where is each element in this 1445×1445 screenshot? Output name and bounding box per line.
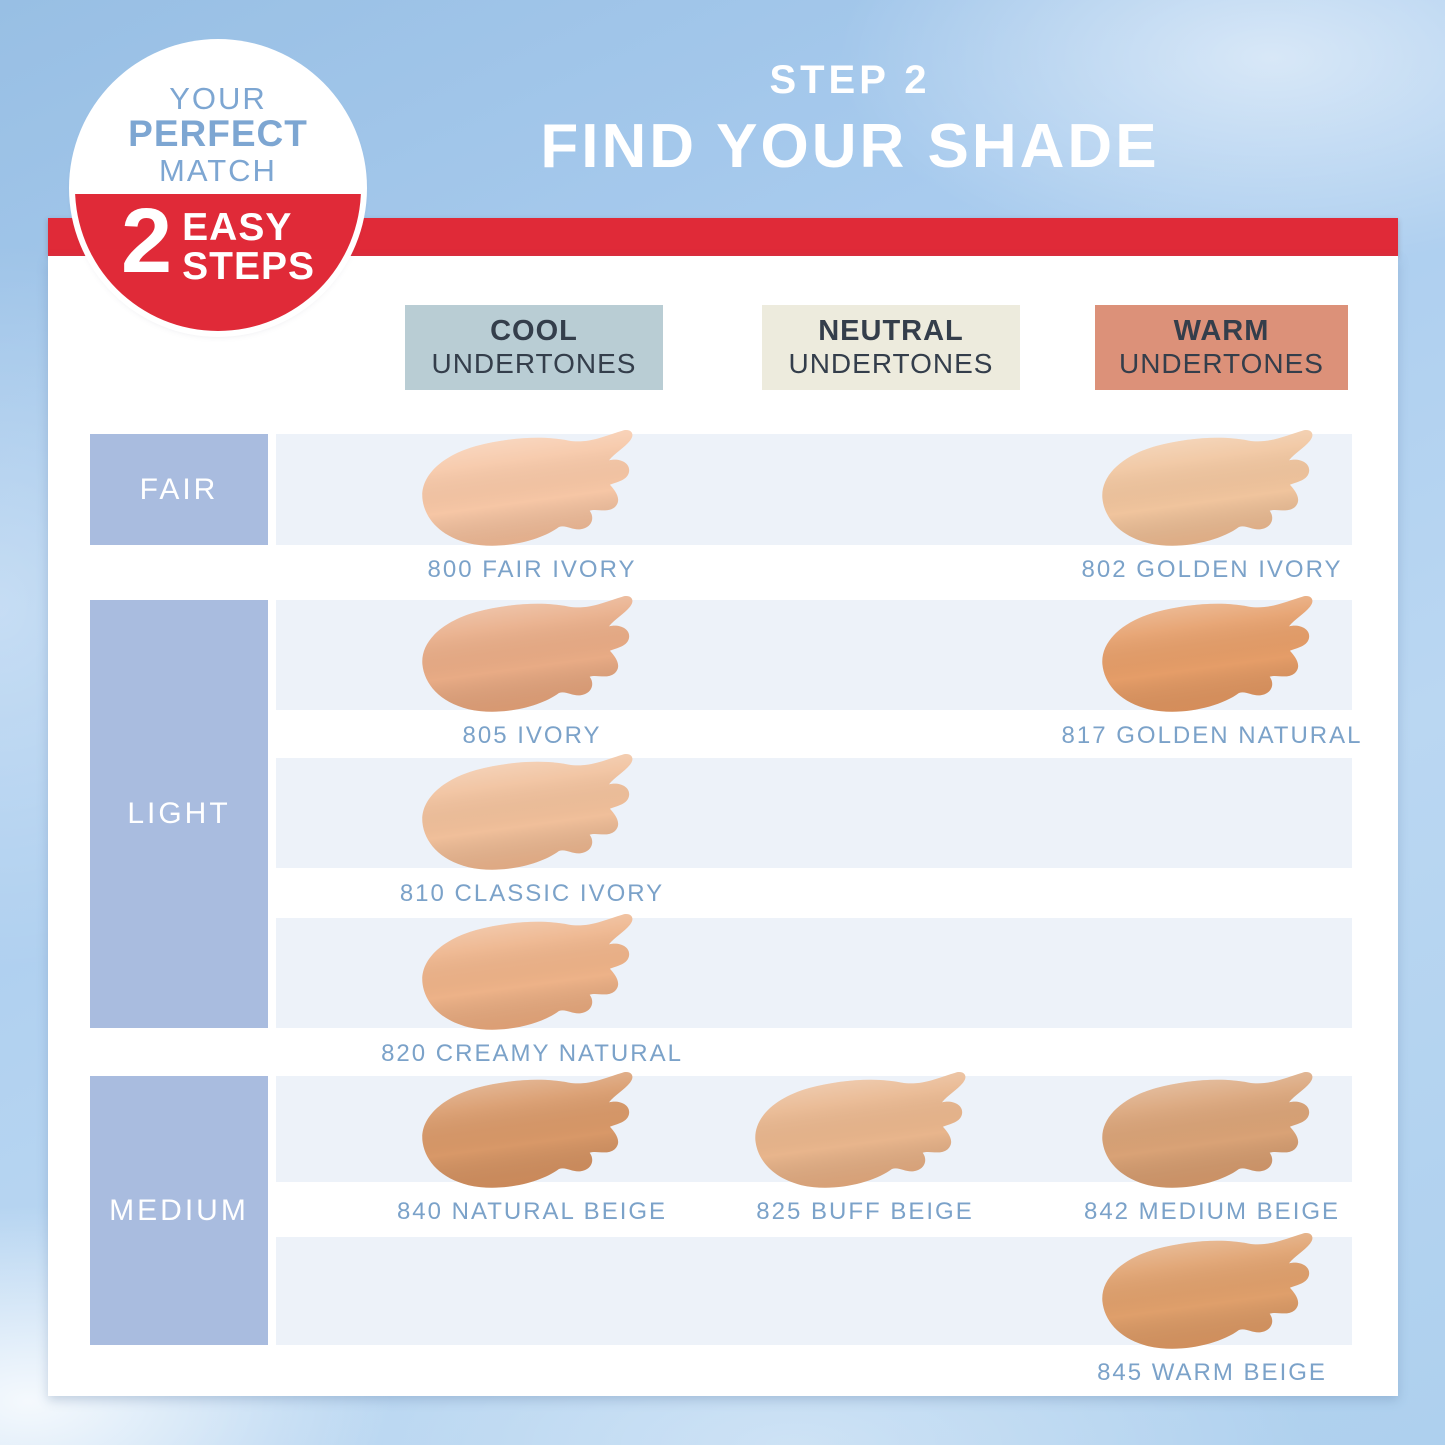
smear-highlight	[422, 1071, 633, 1188]
shade-label: 825 BUFF BEIGE	[756, 1198, 974, 1225]
badge-steps-row: 2 EASY STEPS	[75, 190, 361, 292]
shade-swatch-842: 842 MEDIUM BEIGE	[1083, 1070, 1341, 1226]
shade-label: 817 GOLDEN NATURAL	[1061, 722, 1363, 749]
column-suffix: UNDERTONES	[431, 348, 637, 380]
column-header-cool: COOL UNDERTONES	[405, 305, 663, 390]
shade-label: 820 CREAMY NATURAL	[381, 1040, 683, 1067]
shade-label: 805 IVORY	[462, 722, 602, 749]
column-name: NEUTRAL	[818, 314, 964, 347]
column-name: WARM	[1173, 314, 1270, 347]
row-group-label: MEDIUM	[109, 1193, 249, 1227]
column-suffix: UNDERTONES	[788, 348, 994, 380]
column-suffix: UNDERTONES	[1118, 348, 1324, 380]
row-group-label: LIGHT	[127, 797, 231, 830]
row-group-label: FAIR	[139, 472, 219, 506]
row-group-fair: FAIR	[90, 434, 268, 545]
step-label: STEP 2	[769, 58, 931, 102]
shade-swatch-845: 845 WARM BEIGE	[1087, 1231, 1337, 1387]
shade-swatch-817: 817 GOLDEN NATURAL	[1062, 594, 1361, 750]
smear-highlight	[422, 429, 633, 546]
shade-swatch-825: 825 BUFF BEIGE	[740, 1070, 990, 1226]
smear-highlight	[1102, 595, 1313, 712]
shade-label: 845 WARM BEIGE	[1097, 1359, 1327, 1386]
shade-label: 810 CLASSIC IVORY	[399, 880, 665, 907]
smear-highlight	[1102, 1232, 1313, 1349]
column-name: COOL	[490, 314, 578, 347]
column-header-neutral: NEUTRAL UNDERTONES	[762, 305, 1020, 390]
smear-highlight	[1102, 429, 1313, 546]
badge-line-match: MATCH	[159, 153, 277, 188]
badge-red-half	[75, 193, 361, 331]
shade-label: 802 GOLDEN IVORY	[1081, 556, 1343, 583]
shade-swatch-840: 840 NATURAL BEIGE	[397, 1070, 665, 1226]
row-group-light: LIGHT	[90, 600, 268, 1028]
page-title: STEP 2 FIND YOUR SHADE	[450, 58, 1250, 182]
shade-swatch-805: 805 IVORY	[407, 594, 657, 750]
heading-text: FIND YOUR SHADE	[540, 112, 1160, 181]
shade-swatch-800: 800 FAIR IVORY	[407, 428, 657, 584]
perfect-match-badge: YOUR PERFECT MATCH 2 EASY STEPS	[75, 45, 361, 331]
badge-word-steps: STEPS	[182, 245, 316, 288]
smear-highlight	[1102, 1071, 1313, 1188]
badge-line-perfect: PERFECT	[128, 113, 308, 154]
shade-label: 842 MEDIUM BEIGE	[1083, 1198, 1341, 1225]
badge-step-number: 2	[120, 190, 173, 292]
row-group-medium: MEDIUM	[90, 1076, 268, 1345]
smear-highlight	[422, 913, 633, 1030]
smear-highlight	[422, 595, 633, 712]
column-header-warm: WARM UNDERTONES	[1095, 305, 1348, 390]
shade-label: 840 NATURAL BEIGE	[396, 1198, 668, 1225]
shade-swatch-810: 810 CLASSIC IVORY	[400, 752, 662, 908]
badge-line-your: YOUR	[169, 81, 267, 116]
shade-swatch-802: 802 GOLDEN IVORY	[1082, 428, 1341, 584]
smear-highlight	[755, 1071, 966, 1188]
smear-highlight	[422, 753, 633, 870]
badge-word-easy: EASY	[182, 206, 293, 249]
shade-swatch-820: 820 CREAMY NATURAL	[381, 912, 681, 1068]
shade-label: 800 FAIR IVORY	[427, 556, 637, 583]
